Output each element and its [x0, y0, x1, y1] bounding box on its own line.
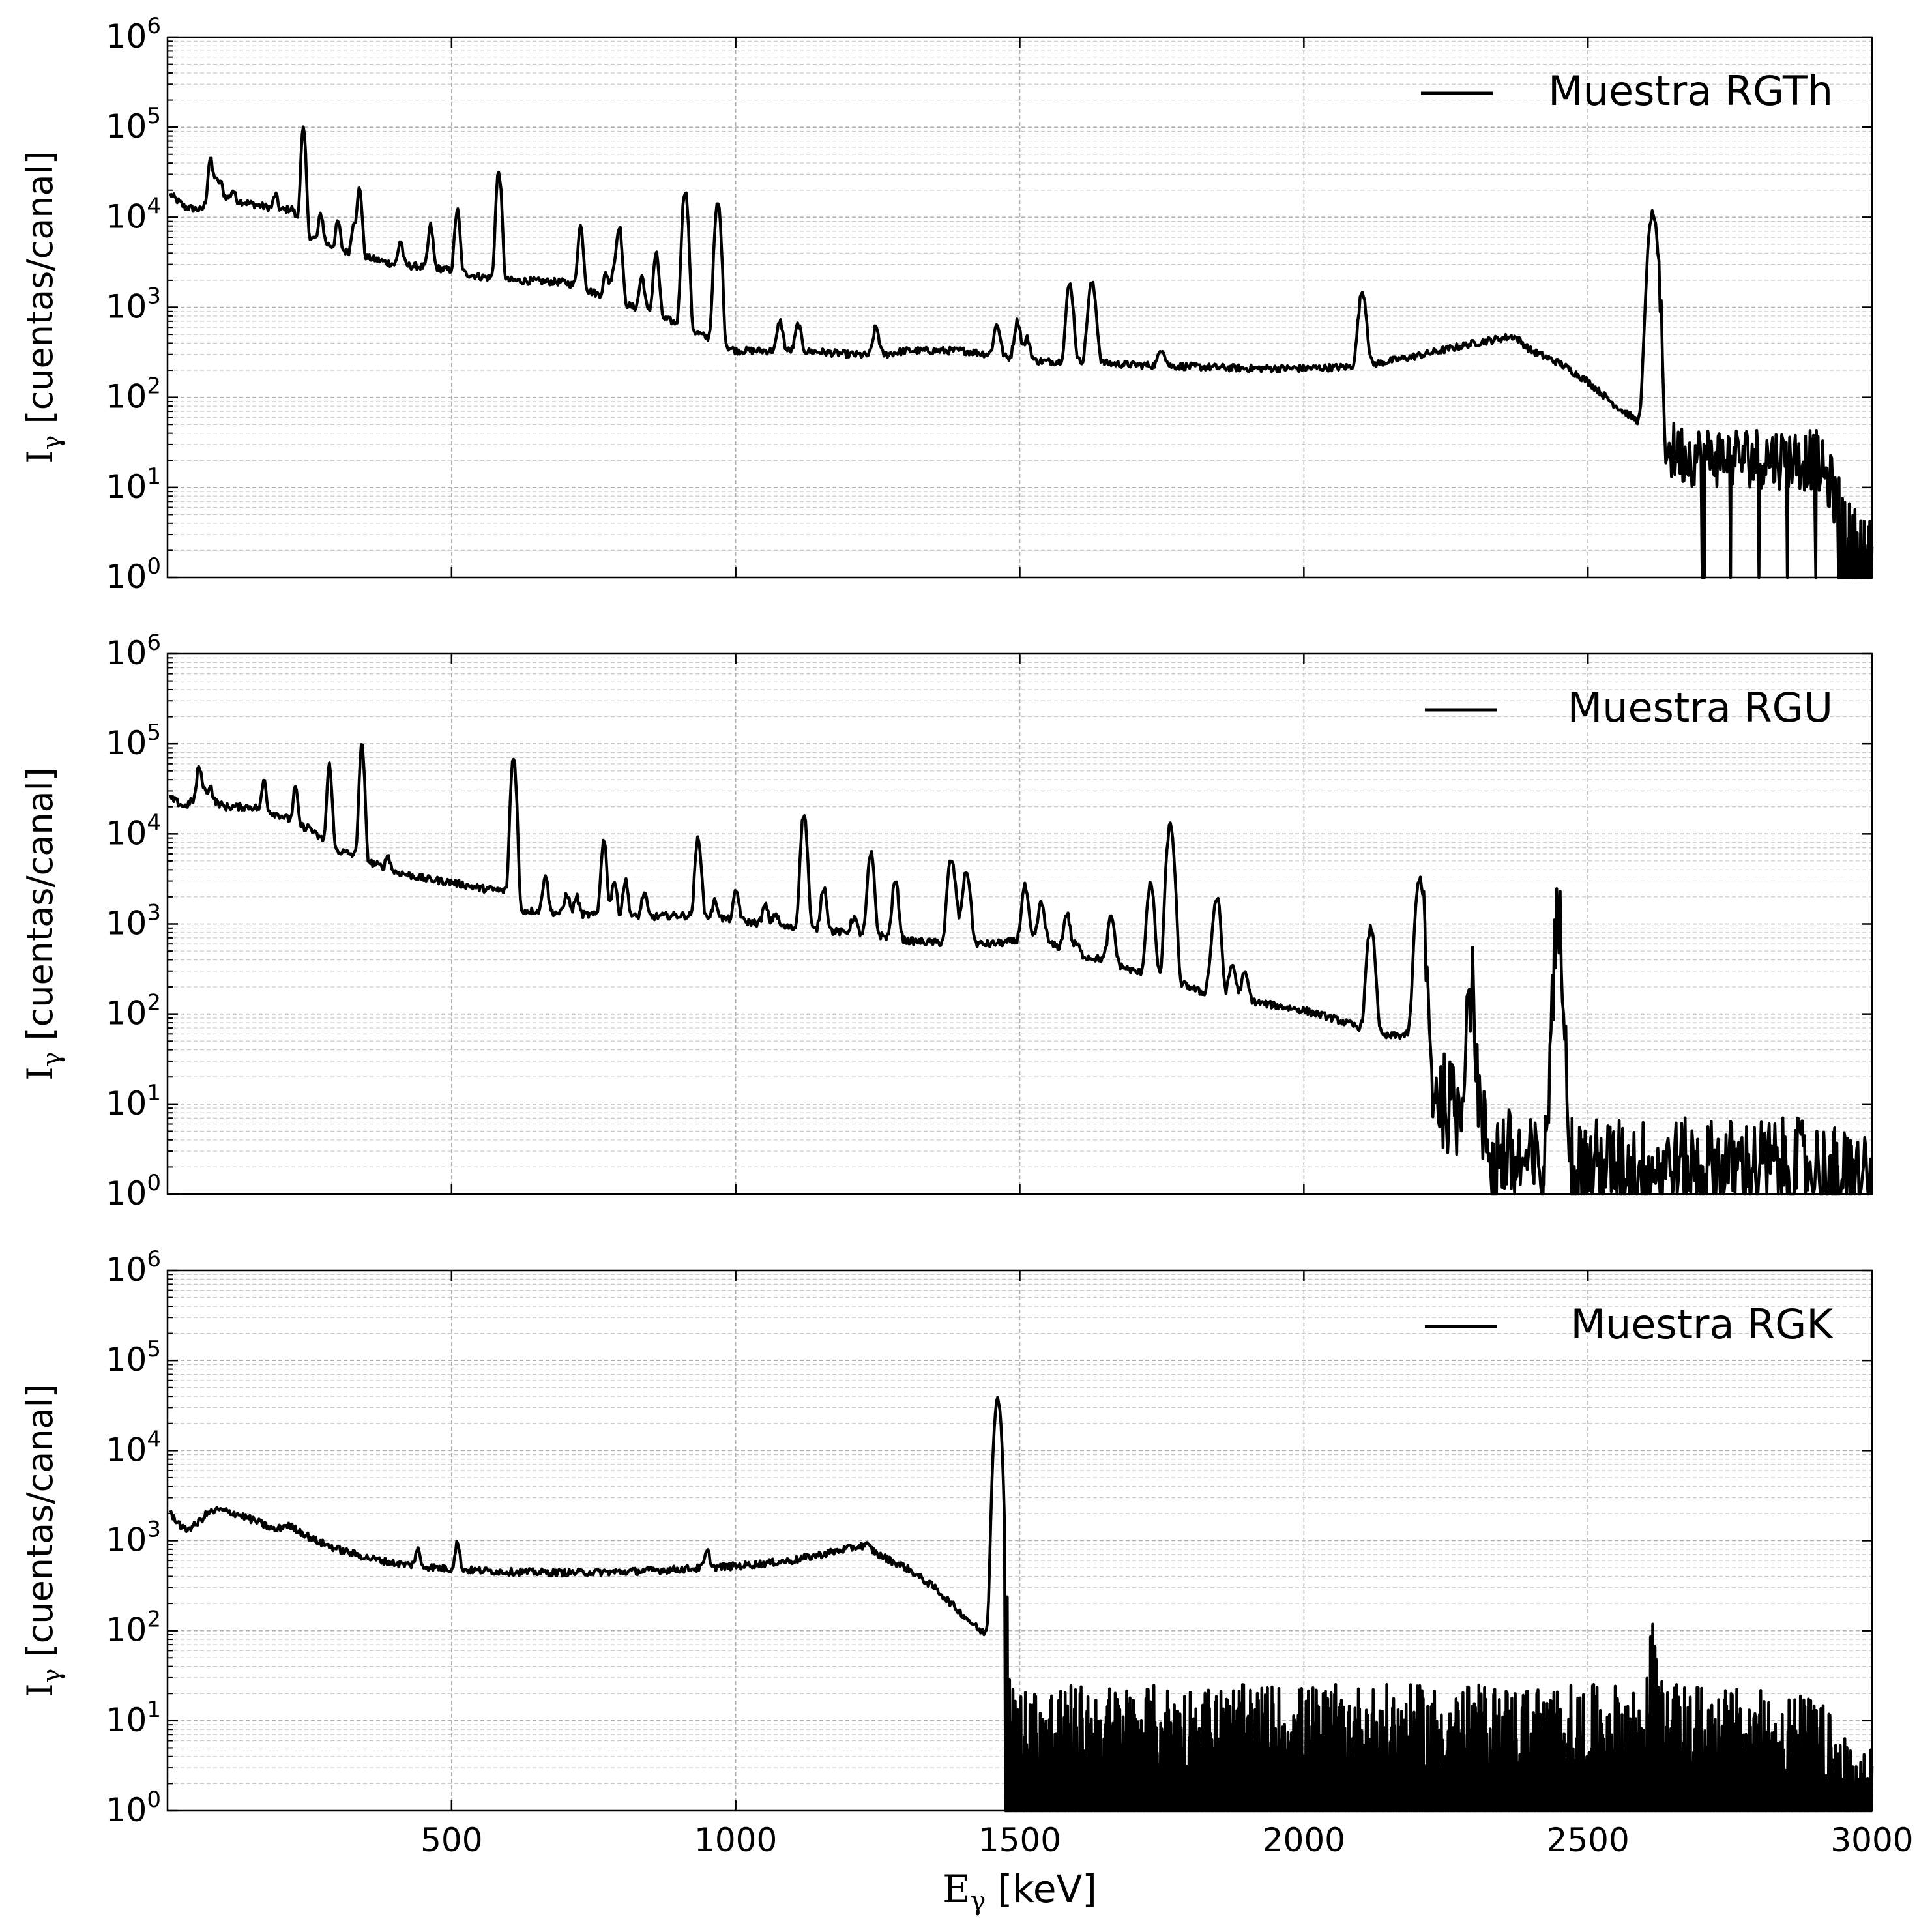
- chart-panel-2: 100 101 102 103 104 105 106 Iγ [cuentas/canal] M…: [20, 630, 1873, 1212]
- y-tick-label: 102: [106, 990, 161, 1032]
- y-tick-label: 106: [106, 13, 161, 55]
- chart-panel-1: 100 101 102 103 104 105 106 Iγ [cuentas/canal] M…: [20, 13, 1874, 596]
- y-tick-label: 102: [106, 373, 161, 416]
- y-tick-label: 101: [106, 463, 161, 506]
- y-tick-label: 104: [106, 193, 161, 235]
- x-tick-label: 500: [420, 1821, 482, 1859]
- legend: Muestra RGK: [1425, 1300, 1834, 1348]
- y-tick-label: 104: [106, 810, 161, 852]
- grid: [168, 1270, 1872, 1811]
- y-axis-label: Iγ [cuentas/canal]: [20, 151, 66, 463]
- legend-label: Muestra RGK: [1570, 1300, 1834, 1348]
- x-tick-label: 3000: [1830, 1821, 1913, 1859]
- y-tick-label: 103: [106, 1517, 161, 1559]
- x-tick-label: 1000: [694, 1821, 777, 1859]
- y-tick-label: 103: [106, 900, 161, 943]
- spectrum-series: [169, 743, 1873, 1196]
- y-tick-label: 105: [106, 103, 161, 145]
- y-tick-label: 101: [106, 1080, 161, 1122]
- y-axis-label: Iγ [cuentas/canal]: [20, 1384, 66, 1697]
- y-axis-label: Iγ [cuentas/canal]: [20, 767, 66, 1080]
- y-tick-label: 106: [106, 630, 161, 672]
- spectrum-series: [169, 125, 1874, 579]
- y-tick-label: 100: [106, 553, 161, 596]
- legend-label: Muestra RGTh: [1548, 67, 1833, 115]
- y-tick-label: 106: [106, 1246, 161, 1289]
- x-axis-label: Eγ [keV]: [943, 1867, 1097, 1916]
- grid: [168, 654, 1872, 1194]
- x-tick-label: 2000: [1263, 1821, 1345, 1859]
- x-tick-label: 1500: [978, 1821, 1061, 1859]
- y-tick-label: 100: [106, 1787, 161, 1829]
- legend: Muestra RGU: [1425, 684, 1833, 731]
- grid: [168, 37, 1872, 578]
- spectrum-series: [169, 1396, 1874, 1813]
- y-tick-label: 105: [106, 1336, 161, 1379]
- y-tick-label: 104: [106, 1426, 161, 1469]
- chart-panel-3: 100 101 102 103 104 105 106 500 1000 1500 2000 2500…: [20, 1246, 1914, 1916]
- legend-label: Muestra RGU: [1568, 684, 1833, 731]
- y-tick-label: 102: [106, 1607, 161, 1649]
- y-tick-label: 100: [106, 1170, 161, 1212]
- legend: Muestra RGTh: [1421, 67, 1833, 115]
- y-tick-label: 103: [106, 284, 161, 326]
- x-tick-label: 2500: [1547, 1821, 1630, 1859]
- y-tick-label: 105: [106, 720, 161, 762]
- y-tick-label: 101: [106, 1697, 161, 1739]
